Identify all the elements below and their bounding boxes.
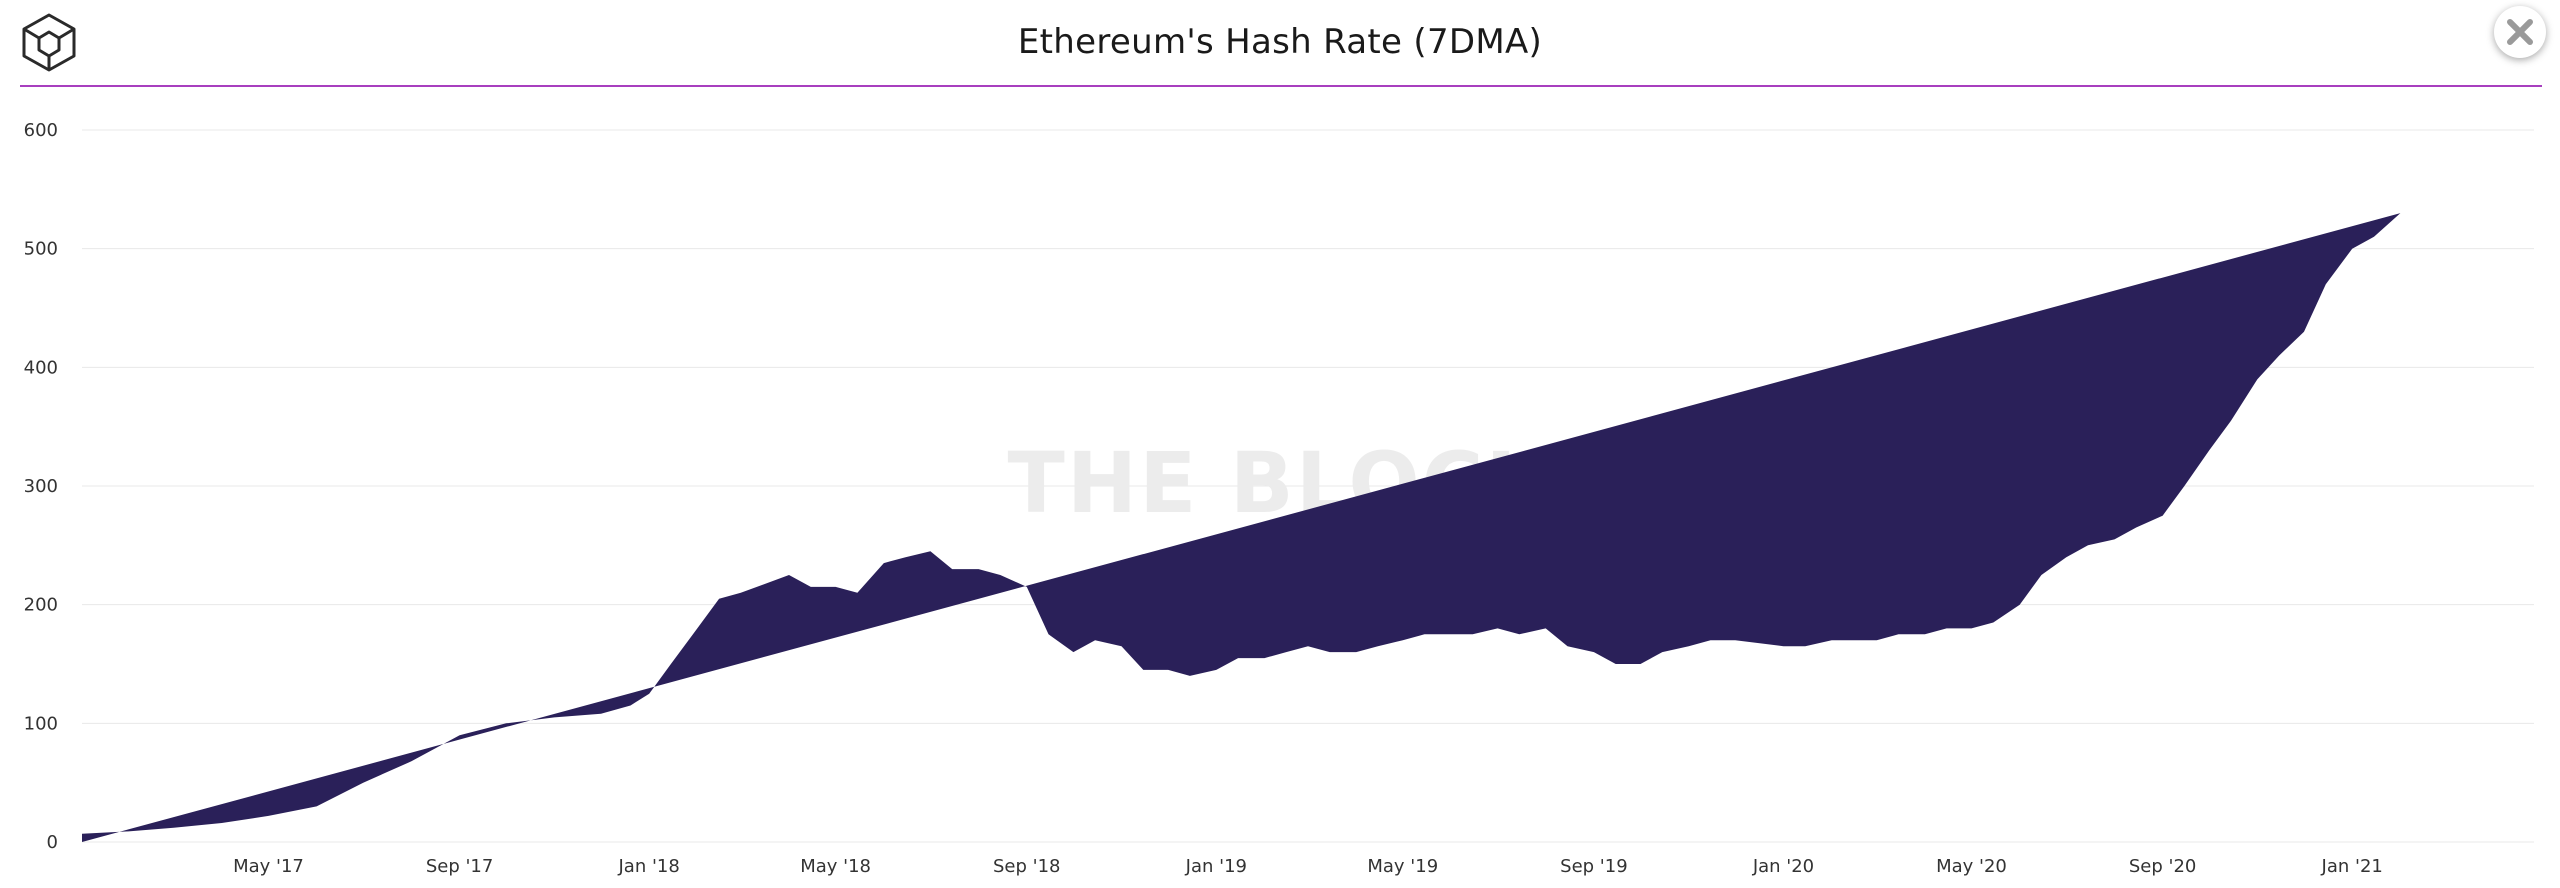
y-tick-label: 300	[24, 476, 58, 497]
header: Ethereum's Hash Rate (7DMA)	[0, 0, 2560, 87]
close-button[interactable]	[2494, 6, 2546, 58]
x-tick-label: Jan '18	[617, 856, 679, 877]
x-tick-label: Sep '17	[426, 856, 494, 877]
y-tick-label: 0	[47, 832, 58, 853]
y-tick-label: 100	[24, 713, 58, 734]
x-tick-label: Sep '19	[1560, 856, 1628, 877]
y-tick-label: 400	[24, 357, 58, 378]
the-block-logo-icon[interactable]	[20, 12, 78, 72]
x-tick-label: Jan '19	[1185, 856, 1247, 877]
grid-lines	[82, 129, 2534, 843]
y-axis-ticks: 0 100 200 300 400 500 600	[24, 120, 58, 853]
x-tick-label: Sep '18	[993, 856, 1061, 877]
y-tick-label: 500	[24, 239, 58, 260]
x-tick-label: May '18	[800, 856, 871, 877]
x-tick-label: Jan '20	[1752, 856, 1814, 877]
x-tick-label: May '17	[233, 856, 304, 877]
x-tick-label: Jan '21	[2321, 856, 2383, 877]
header-divider	[20, 85, 2542, 87]
x-axis-ticks: May '17 Sep '17 Jan '18 May '18 Sep '18 Jan '…	[233, 856, 2383, 877]
hash-rate-area	[82, 213, 2401, 843]
close-icon	[2507, 19, 2533, 45]
x-tick-label: May '20	[1936, 856, 2007, 877]
x-tick-label: Sep '20	[2129, 856, 2197, 877]
y-tick-label: 200	[24, 595, 58, 616]
chart-title: Ethereum's Hash Rate (7DMA)	[1017, 22, 1543, 62]
y-tick-label: 600	[24, 120, 58, 141]
x-tick-label: May '19	[1367, 856, 1438, 877]
